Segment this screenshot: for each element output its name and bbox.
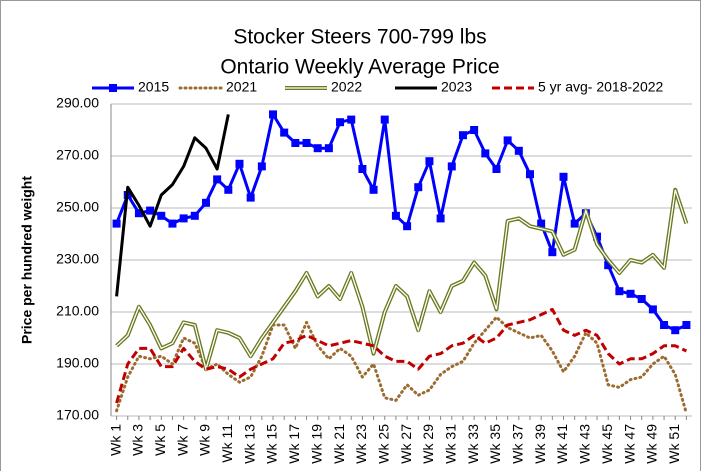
data-point [637,295,646,303]
data-point [615,287,624,296]
x-tick-label: Wk 1 [107,424,123,456]
data-point [403,222,412,231]
data-point [503,136,512,145]
data-point [458,131,467,140]
legend-label: 2015 [138,79,169,95]
legend-label: 2023 [441,79,472,95]
data-point [537,219,546,228]
x-tick-label: Wk 45 [599,424,615,464]
data-point [682,321,691,329]
x-tick-label: Wk 7 [174,424,190,456]
series-line [115,112,688,332]
x-tick-label: Wk 23 [353,424,369,464]
data-point [671,326,680,335]
x-tick-label: Wk 43 [577,424,593,464]
data-point [134,209,143,218]
x-tick-label: Wk 19 [308,424,324,464]
data-point [548,248,557,257]
legend-marker [109,84,117,92]
y-tick-label: 250.00 [56,199,99,215]
x-tick-label: Wk 21 [331,424,347,464]
data-point [291,139,300,147]
legend-label: 2021 [226,79,257,95]
y-tick-label: 190.00 [56,355,99,371]
data-point [648,305,657,314]
data-point [336,118,345,127]
data-point [324,144,333,153]
data-point [559,172,568,181]
legend-label: 2022 [331,79,362,95]
data-point [626,289,635,298]
x-tick-label: Wk 39 [532,424,548,464]
data-point [269,110,278,119]
chart-title: Stocker Steers 700-799 lbs [233,26,486,49]
x-tick-label: Wk 35 [487,424,503,464]
x-tick-label: Wk 15 [264,424,280,464]
data-point [179,214,188,223]
data-point [146,206,155,215]
data-point [313,144,322,153]
data-point [481,149,490,158]
data-point [593,232,602,241]
data-point [414,183,423,192]
data-point [470,126,479,134]
x-tick-label: Wk 17 [286,424,302,464]
data-point [190,211,199,220]
data-point [213,175,222,184]
data-point [514,146,523,155]
x-tick-label: Wk 5 [152,424,168,456]
x-tick-label: Wk 9 [197,424,213,456]
data-point [369,185,378,194]
data-point [224,185,233,194]
series-line [115,114,230,297]
data-point [660,321,669,329]
legend-label: 5 yr avg- 2018-2022 [538,79,664,95]
data-point [246,193,255,202]
y-tick-label: 170.00 [56,407,99,423]
data-point [302,139,311,147]
x-tick-label: Wk 11 [219,424,235,463]
data-point [347,115,356,124]
x-tick-label: Wk 31 [442,424,458,464]
data-point [280,128,289,137]
data-point [425,157,434,166]
x-tick-label: Wk 29 [420,424,436,464]
y-tick-label: 230.00 [56,251,99,267]
chart-title: Ontario Weekly Average Price [220,56,499,79]
data-point [391,211,400,220]
data-point [570,219,579,228]
x-tick-label: Wk 47 [621,424,637,464]
data-point [447,162,456,171]
data-point [358,165,367,173]
data-point [380,115,389,124]
data-point [157,211,166,220]
data-point [604,261,613,270]
data-point [168,219,177,228]
data-point [235,159,244,168]
x-tick-label: Wk 27 [398,424,414,464]
series-line [115,187,689,372]
x-tick-label: Wk 41 [554,424,570,464]
data-point [201,198,210,207]
x-tick-label: Wk 33 [465,424,481,464]
x-tick-label: Wk 25 [375,424,391,464]
data-point [257,162,266,171]
data-point [492,165,501,173]
y-tick-label: 290.00 [56,95,99,111]
data-point [112,219,121,228]
data-point [525,170,534,179]
x-tick-label: Wk 37 [510,424,526,464]
x-tick-label: Wk 13 [241,424,257,464]
y-tick-label: 210.00 [56,303,99,319]
y-axis-label: Price per hundred weight [19,176,35,344]
x-tick-label: Wk 49 [644,424,660,464]
x-tick-label: Wk 51 [666,424,682,464]
series-line [115,307,688,404]
y-tick-label: 270.00 [56,147,99,163]
chart-frame [0,0,701,471]
x-tick-label: Wk 3 [130,424,146,456]
data-point [436,214,445,223]
series-line-inner [116,189,688,372]
